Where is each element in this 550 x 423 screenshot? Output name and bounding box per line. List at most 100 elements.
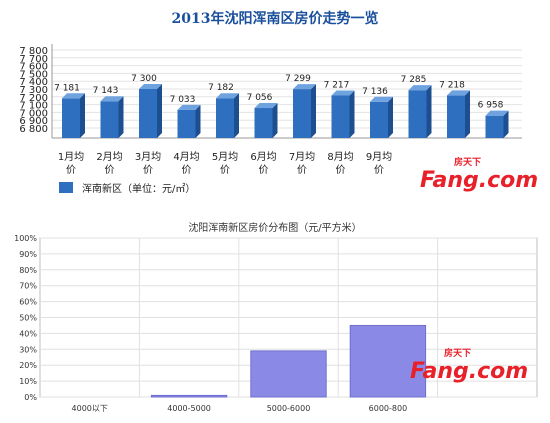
x-tick-label: 价	[66, 164, 76, 176]
y-tick-label: 50%	[19, 314, 37, 323]
data-label: 7 299	[285, 74, 311, 84]
bar-top	[216, 93, 239, 99]
x-tick-label: 价	[259, 164, 269, 176]
bar	[408, 90, 427, 138]
bar	[331, 95, 350, 138]
data-label: 7 181	[54, 83, 80, 93]
y-tick-label: 100%	[14, 234, 37, 243]
bar-top	[485, 110, 509, 116]
bar	[250, 350, 327, 398]
legend-swatch	[59, 182, 73, 193]
bar-top	[370, 96, 393, 102]
bar	[485, 115, 504, 138]
fang-logo-en-text: Fang.com	[410, 359, 528, 384]
y-tick-label: 6 900	[19, 116, 48, 127]
x-tick-label: 4月均	[173, 151, 199, 163]
y-tick-label: 7 000	[19, 108, 48, 119]
bar-top	[408, 85, 432, 91]
x-tick-label: 价	[105, 164, 115, 176]
bar-top	[447, 90, 470, 96]
chart-title-top: 2013年沈阳浑南区房价走势一览	[171, 11, 379, 27]
x-tick-label: 6月均	[250, 151, 276, 163]
bar	[447, 95, 465, 138]
bar	[254, 108, 273, 138]
x-tick-label: 5000-6000	[267, 404, 311, 413]
y-tick-label: 20%	[19, 361, 37, 370]
x-tick-label: 价	[220, 164, 230, 176]
y-tick-label: 6 800	[19, 124, 48, 135]
y-tick-label: 7 400	[19, 77, 48, 88]
bar-top	[293, 84, 316, 90]
x-tick-label: 价	[143, 164, 153, 176]
y-tick-label: 10%	[19, 377, 37, 386]
y-tick-label: 7 300	[19, 85, 48, 96]
data-label: 7 136	[362, 87, 388, 97]
bar	[62, 98, 80, 138]
bar-side	[118, 96, 124, 138]
data-label: 6 958	[478, 101, 504, 111]
data-label: 7 218	[439, 80, 465, 90]
bar	[100, 101, 119, 138]
bar-top	[331, 90, 355, 96]
bar-top	[62, 93, 85, 99]
y-tick-label: 30%	[19, 345, 37, 354]
bar-top	[177, 104, 201, 110]
bar-side	[426, 85, 432, 138]
bar-side	[503, 110, 509, 138]
bar-side	[388, 96, 393, 138]
data-label: 7 033	[170, 95, 196, 105]
legend-label: 浑南新区（单位：元/㎡）	[82, 182, 195, 195]
fang-logo-cn-text: 房天下	[454, 156, 481, 168]
y-tick-label: 7 500	[19, 69, 48, 80]
y-tick-label: 7 800	[19, 46, 48, 57]
chart-title-bottom: 沈阳浑南新区房价分布图（元/平方米）	[188, 223, 362, 234]
bar-side	[234, 93, 239, 138]
bar-side	[80, 93, 85, 138]
x-tick-label: 8月均	[327, 151, 353, 163]
data-label: 7 056	[247, 93, 273, 103]
bar-side	[465, 90, 470, 138]
y-tick-label: 80%	[19, 266, 37, 275]
x-tick-label: 9月均	[366, 151, 392, 163]
data-label: 7 217	[324, 80, 350, 90]
bar	[177, 109, 196, 138]
x-tick-label: 4000-5000	[167, 404, 211, 413]
y-tick-label: 7 200	[19, 93, 48, 104]
data-label: 7 285	[401, 75, 427, 85]
fang-logo-en-text: Fang.com	[420, 168, 538, 193]
bar-top	[254, 103, 278, 109]
x-tick-label: 1月均	[58, 151, 84, 163]
bar	[139, 89, 157, 138]
x-tick-label: 价	[374, 164, 384, 176]
y-tick-label: 7 600	[19, 62, 48, 73]
x-tick-label: 5月均	[212, 151, 238, 163]
bar	[370, 101, 388, 138]
y-tick-label: 90%	[19, 250, 37, 259]
bar-side	[272, 103, 278, 138]
bar-side	[349, 90, 355, 138]
y-tick-label: 0%	[24, 393, 37, 402]
bar-top	[139, 84, 162, 89]
data-label: 7 143	[93, 86, 119, 96]
bar	[349, 324, 427, 398]
data-label: 7 182	[208, 83, 234, 93]
x-tick-label: 价	[182, 164, 192, 176]
y-tick-label: 7 100	[19, 101, 48, 112]
x-tick-label: 7月均	[289, 151, 315, 163]
x-tick-label: 2月均	[96, 151, 122, 163]
y-tick-label: 60%	[19, 298, 37, 307]
x-tick-label: 4000以下	[72, 404, 108, 413]
bar-top	[100, 96, 124, 102]
bar	[150, 394, 228, 398]
bar	[293, 89, 311, 138]
y-tick-label: 40%	[19, 329, 37, 338]
x-tick-label: 价	[336, 164, 346, 176]
fang-logo-cn-text: 房天下	[444, 347, 471, 359]
y-tick-label: 70%	[19, 282, 37, 291]
bar-side	[195, 104, 201, 138]
bar-side	[311, 84, 316, 138]
